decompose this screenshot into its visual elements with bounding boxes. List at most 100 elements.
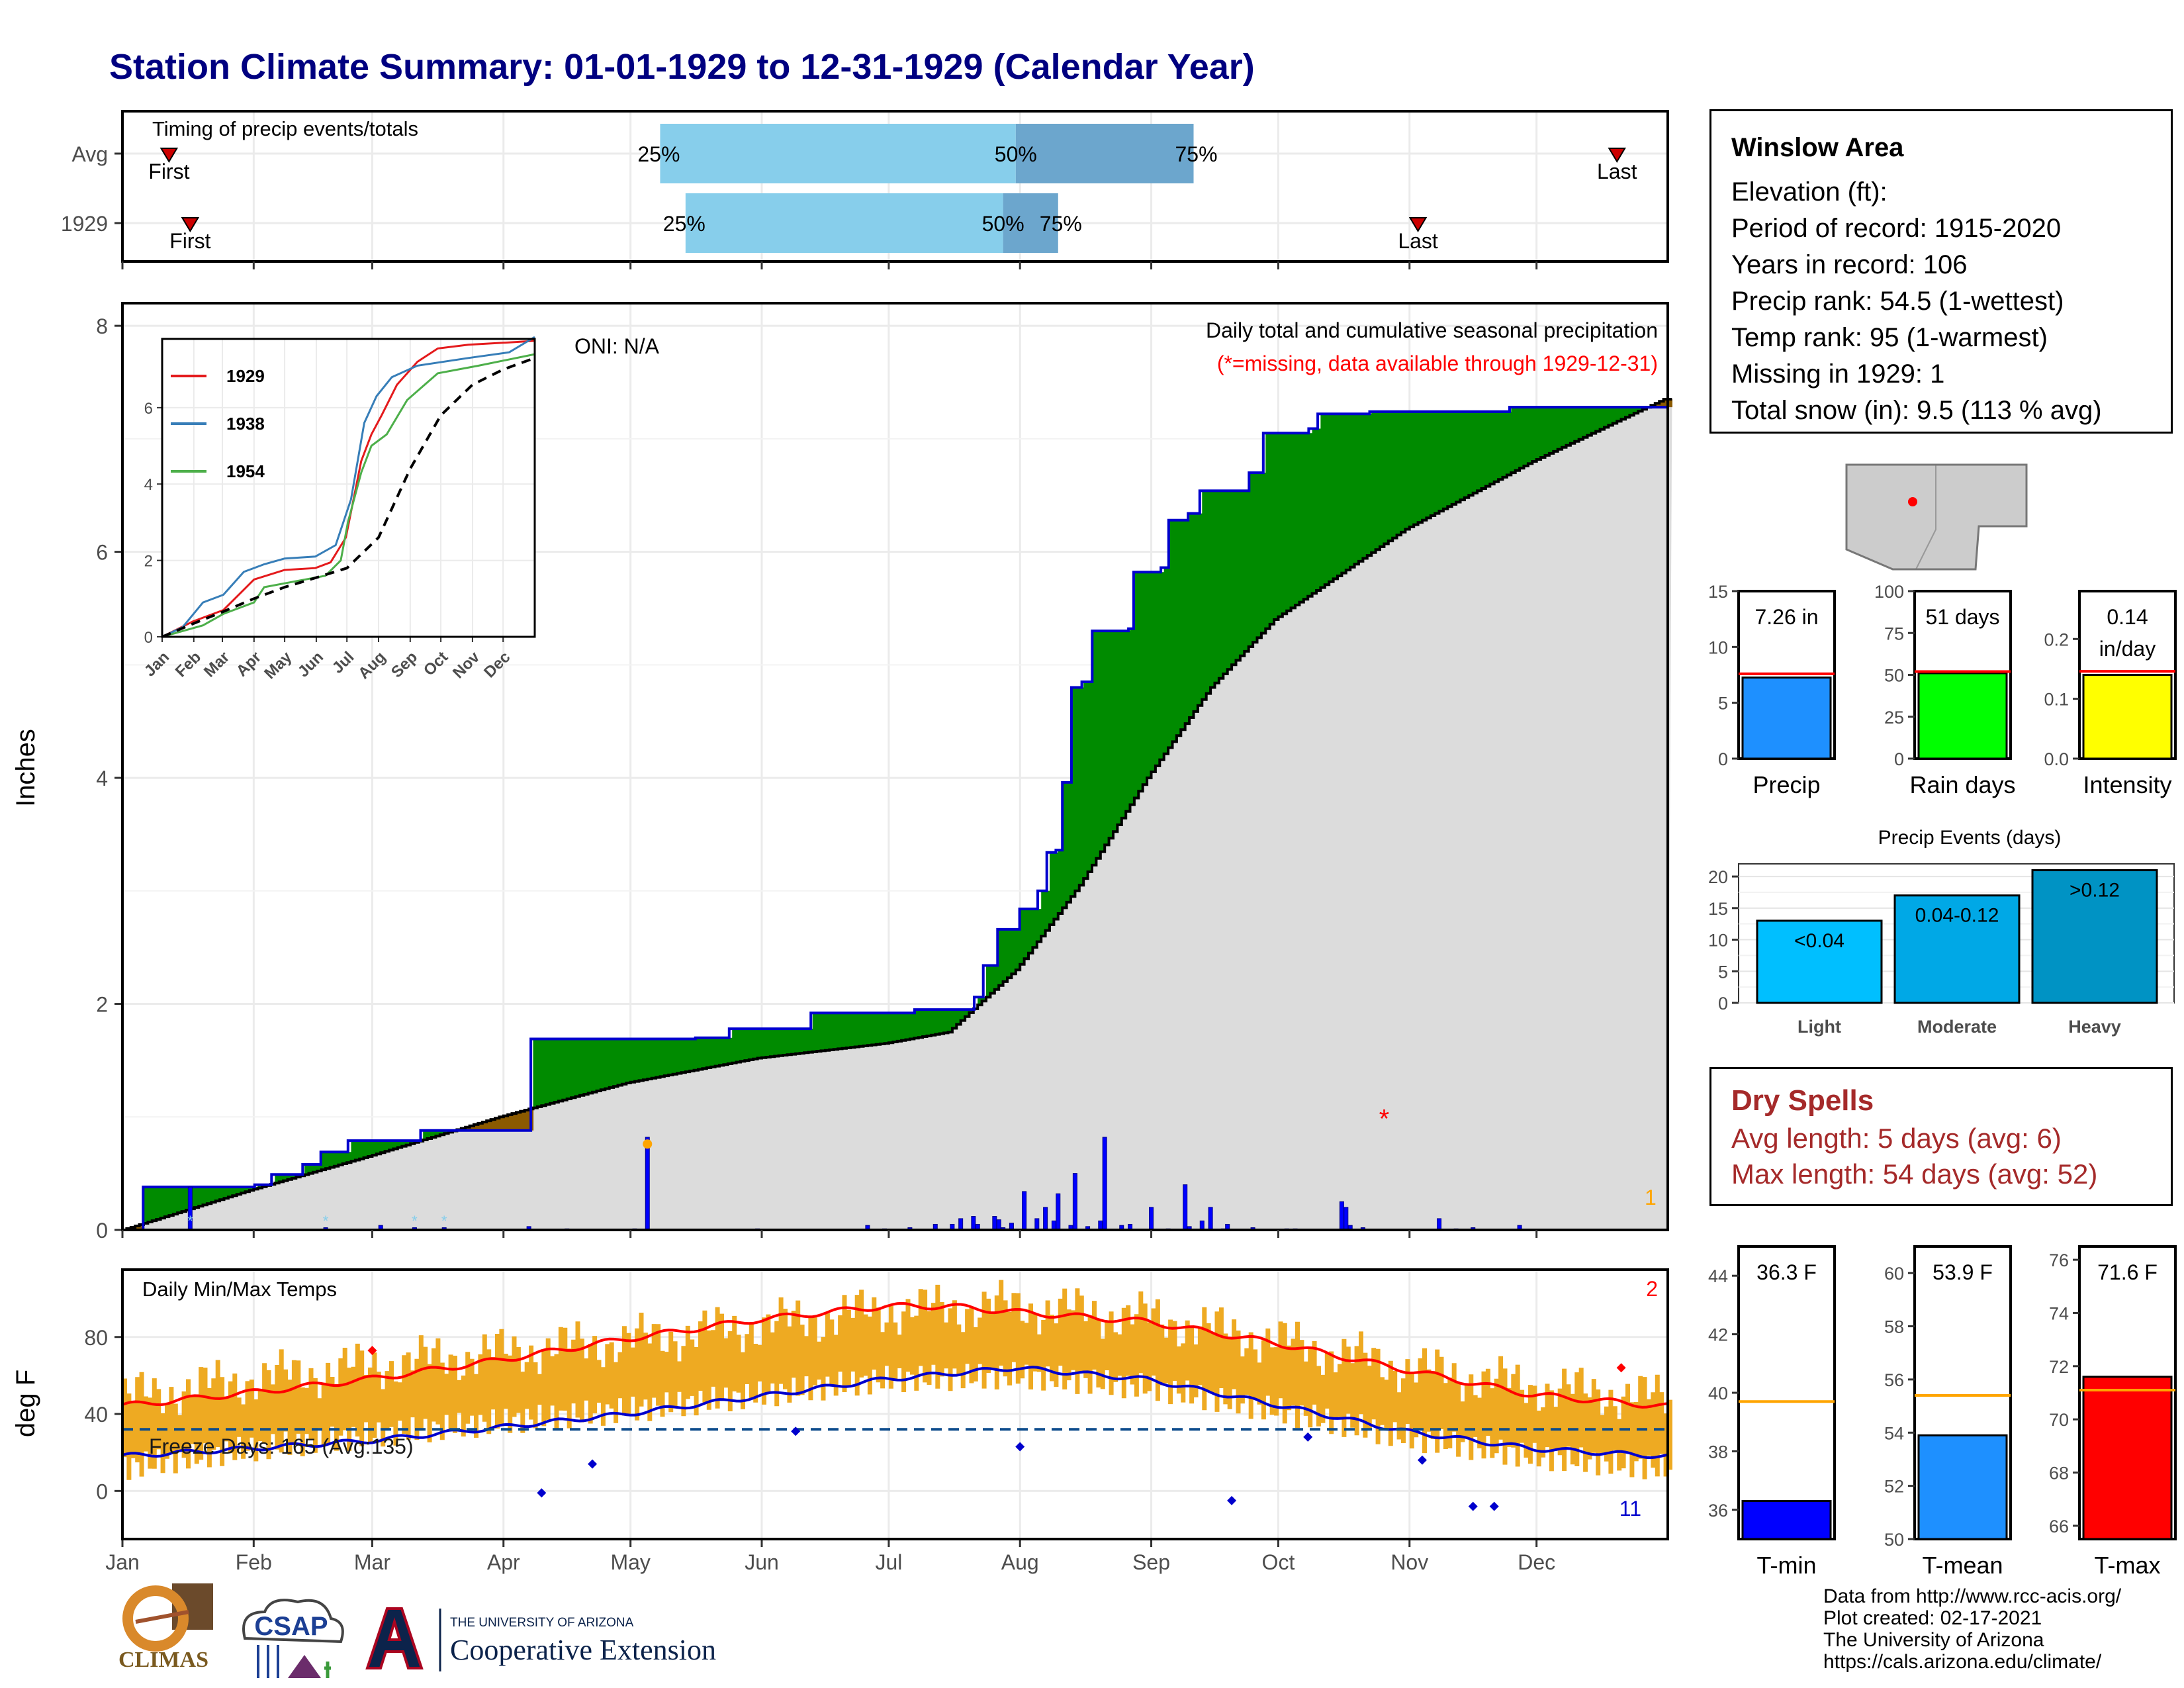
month-x-tick-label: Oct	[1262, 1550, 1295, 1574]
first-event-marker	[181, 217, 200, 232]
precip-panel-subtitle: (*=missing, data available through 1929-…	[1217, 352, 1658, 375]
first-event-label: First	[148, 160, 189, 183]
daily-precip-bar	[1034, 1218, 1040, 1231]
month-x-tick-label: Jan	[105, 1550, 140, 1574]
mini-chart-y-tick-label: 25	[1884, 708, 1904, 727]
normal-tmax-line	[122, 1301, 1668, 1409]
mini-chart-value-unit: in/day	[2099, 637, 2156, 661]
inset-legend-label: 1938	[226, 414, 265, 434]
climas-logo-ring	[122, 1585, 189, 1652]
inset-legend-label: 1929	[226, 366, 265, 386]
dry-spells-title: Dry Spells	[1731, 1084, 1874, 1117]
mini-chart-y-tick-label: 68	[2049, 1464, 2069, 1483]
daily-precip-bar	[1043, 1207, 1048, 1231]
ua-extension-logo: THE UNIVERSITY OF ARIZONA Cooperative Ex…	[365, 1607, 716, 1671]
station-name: Winslow Area	[1731, 133, 1904, 162]
inset-y-tick-label: 0	[144, 629, 153, 647]
month-x-tick-label: Mar	[354, 1550, 390, 1574]
mini-chart-y-tick-label: 70	[2049, 1410, 2069, 1430]
events-y-tick-label: 20	[1708, 867, 1728, 887]
daily-precip-bar	[996, 1219, 1001, 1231]
daily-precip-bar	[992, 1216, 997, 1231]
mini-chart-value-label: 0.14	[2107, 605, 2148, 629]
mini-chart-y-tick-label: 50	[1884, 666, 1904, 686]
record-low-marker	[1489, 1501, 1499, 1511]
events-x-tick-label: Heavy	[2068, 1017, 2121, 1037]
events-bar-moderate	[1893, 894, 2021, 1004]
daily-precip-bar	[1199, 1220, 1205, 1231]
station-info-box: Winslow Area Elevation (ft): Period of r…	[1709, 109, 2173, 434]
record-low-marker	[1015, 1442, 1025, 1452]
inset-legend-label: 1954	[226, 461, 265, 481]
daily-precip-bar	[1072, 1173, 1077, 1231]
daily-precip-bar	[1051, 1220, 1056, 1231]
events-y-tick-label: 15	[1708, 899, 1728, 919]
mini-chart-y-tick-label: 56	[1884, 1370, 1904, 1390]
mini-chart-bar-Rain days	[1917, 672, 2008, 760]
month-x-tick-label: Apr	[487, 1550, 520, 1574]
mini-chart-value-label: 36.3 F	[1756, 1260, 1817, 1284]
record-low-marker	[791, 1427, 801, 1436]
mini-chart-y-tick-label: 36	[1708, 1501, 1728, 1521]
events-y-tick-label: 10	[1708, 931, 1728, 951]
mini-chart-y-tick-label: 54	[1884, 1423, 1904, 1443]
mini-chart-y-tick-label: 10	[1708, 637, 1728, 657]
dry-spells-avg: Avg length: 5 days (avg: 6)	[1731, 1123, 2062, 1154]
daily-precip-bar	[1339, 1201, 1344, 1231]
inset-series-line-avg	[161, 356, 535, 638]
ua-block-a-icon	[365, 1607, 424, 1669]
credit-university: The University of Arizona	[1823, 1629, 2044, 1651]
daily-precip-bar	[1098, 1220, 1103, 1231]
daily-precip-bar	[645, 1137, 650, 1231]
events-bar-label: >0.12	[2070, 880, 2120, 902]
temperature-panel: Freeze Days: 165 (Avg:135) Daily Min/Max …	[11, 261, 1672, 1574]
temperature-panel-frame	[121, 1268, 1669, 1540]
daily-precip-bar	[1102, 1137, 1107, 1231]
quartile-bar-dark	[1015, 124, 1194, 183]
inset-y-tick-label: 4	[144, 476, 153, 494]
precip-y-tick-label: 2	[96, 993, 108, 1017]
mini-chart-y-tick-label: 52	[1884, 1477, 1904, 1497]
page-title: Station Climate Summary: 01-01-1929 to 1…	[109, 47, 1255, 87]
mini-chart-y-tick-label: 0.0	[2044, 749, 2069, 769]
events-bar-label: <0.04	[1794, 930, 1844, 952]
record-low-marker	[588, 1459, 598, 1469]
csap-mountain-icon	[288, 1655, 321, 1678]
mini-chart-y-tick-label: 5	[1718, 694, 1728, 714]
mini-chart-y-tick-label: 50	[1884, 1530, 1904, 1550]
oni-phase-marker: 1	[1645, 1186, 1657, 1209]
record-high-count: 2	[1646, 1277, 1658, 1301]
record-low-marker	[537, 1488, 547, 1498]
mini-chart-y-tick-label: 58	[1884, 1317, 1904, 1337]
climas-logo-text: CLIMAS	[118, 1648, 208, 1672]
mini-chart-title-Rain days: Rain days	[1909, 771, 2015, 798]
events-bar-label: 0.04-0.12	[1915, 905, 1999, 927]
record-low-count: 11	[1619, 1497, 1641, 1521]
credit-plot-created: Plot created: 02-17-2021	[1823, 1607, 2042, 1629]
map-arizona-region	[1846, 464, 1936, 570]
footer-credits: Data from http://www.rcc-acis.org/ Plot …	[1823, 1585, 2121, 1673]
mini-chart-y-tick-label: 72	[2049, 1357, 2069, 1377]
precip-y-tick-label: 4	[96, 767, 108, 790]
credit-url: https://cals.arizona.edu/climate/	[1823, 1651, 2102, 1673]
climas-logo: CLIMAS	[118, 1583, 213, 1672]
station-precip-rank: Precip rank: 54.5 (1-wettest)	[1731, 287, 2064, 316]
temperature-y-axis-label: deg F	[11, 1370, 40, 1437]
precip-y-tick-label: 8	[96, 314, 108, 338]
mini-chart-y-tick-label: 0	[1718, 749, 1728, 769]
events-y-tick-label: 5	[1718, 962, 1728, 982]
inset-y-tick-label: 2	[144, 553, 153, 571]
month-x-tick-label: Nov	[1390, 1550, 1428, 1574]
events-y-tick-label: 0	[1718, 994, 1728, 1013]
events-chart-title: Precip Events (days)	[1878, 827, 2062, 849]
mini-chart-value-label: 7.26 in	[1754, 605, 1818, 629]
csap-rain-icon	[257, 1645, 279, 1678]
daily-precip-bar	[971, 1216, 976, 1231]
cumulative-fill-area	[122, 407, 1672, 1230]
csap-cloud-icon	[242, 1599, 344, 1644]
timing-panel-title: Timing of precip events/totals	[152, 117, 418, 140]
mini-chart-frame-T-min	[1737, 1245, 1836, 1540]
daily-precip-bar	[1437, 1218, 1442, 1231]
dry-spells-box: Dry Spells Avg length: 5 days (avg: 6) M…	[1709, 1067, 2173, 1206]
